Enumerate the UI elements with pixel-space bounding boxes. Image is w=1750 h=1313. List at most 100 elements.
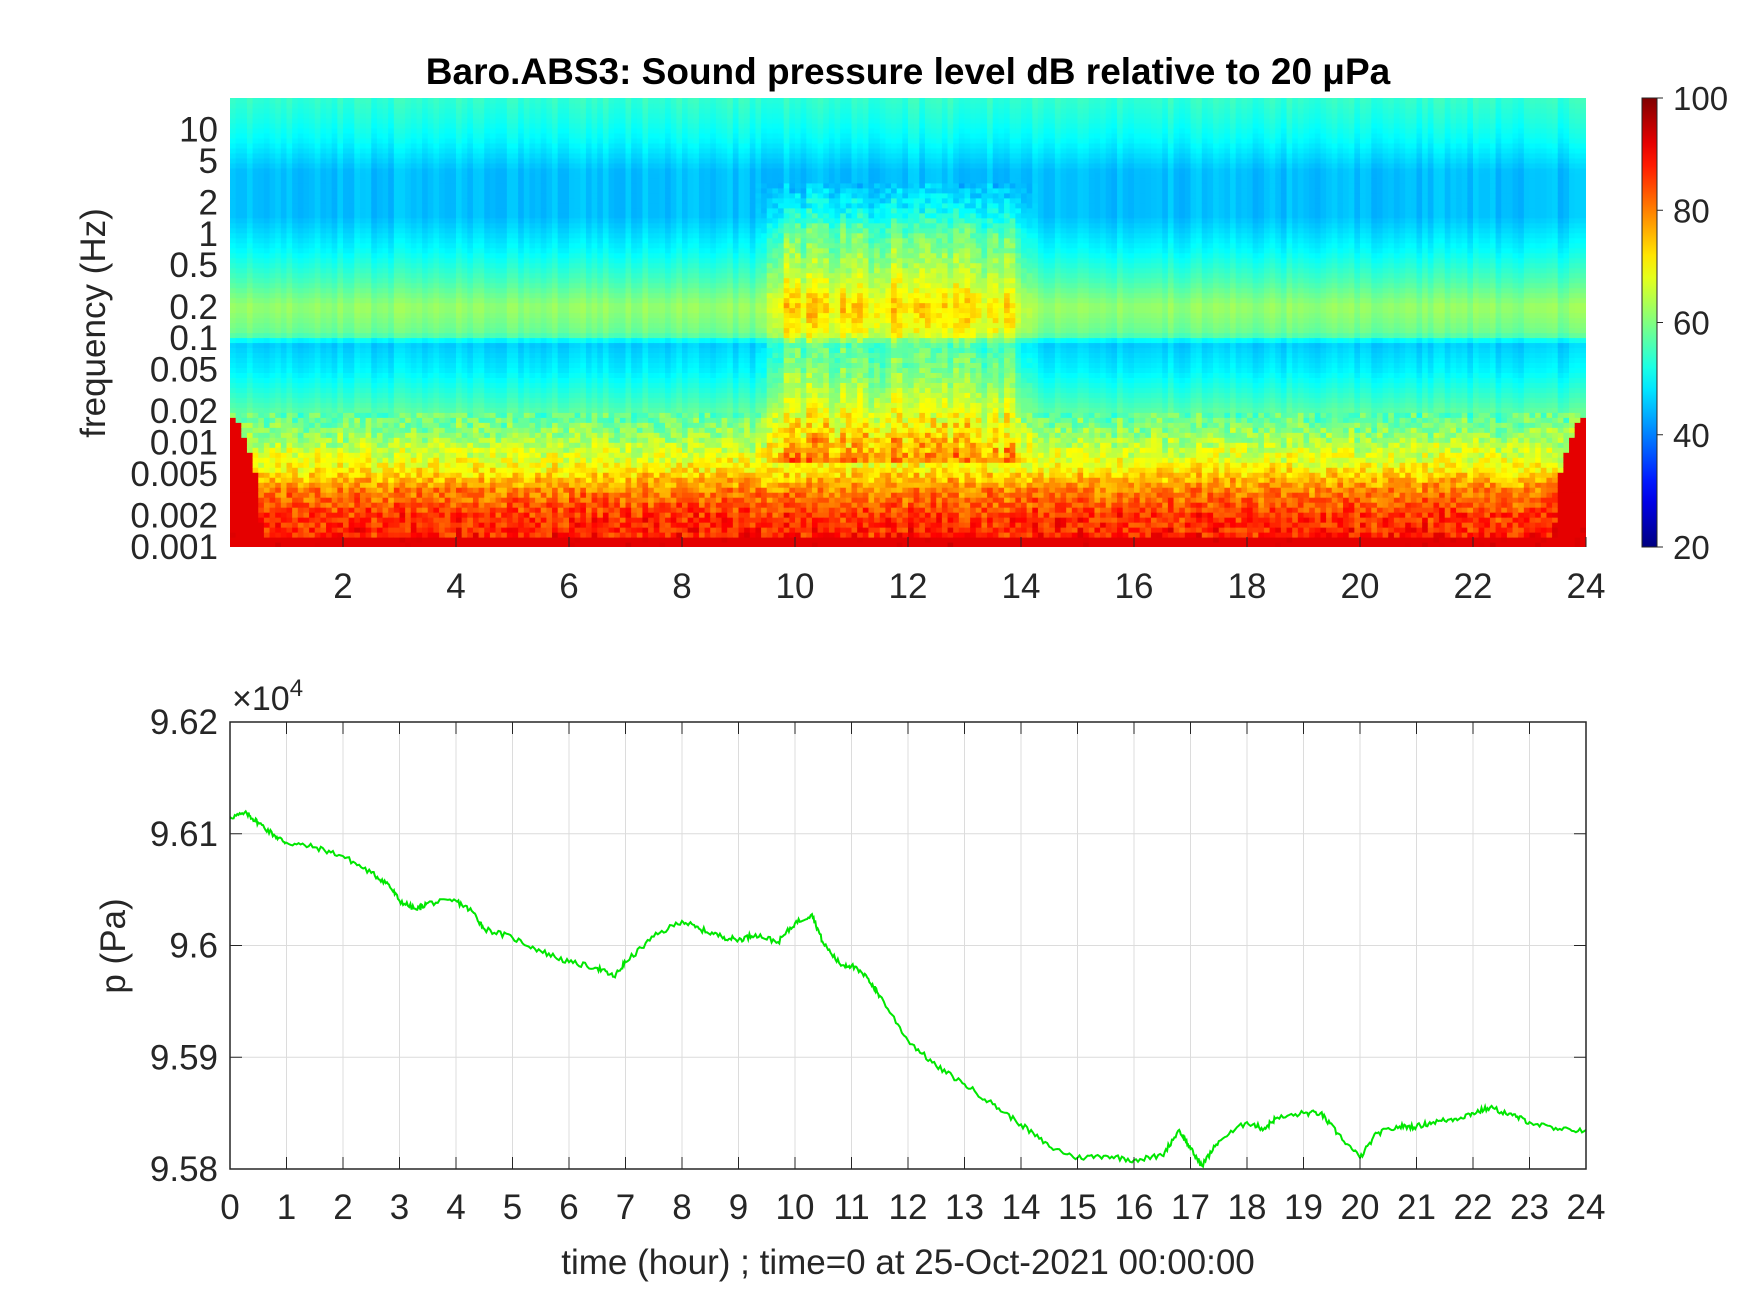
- spectrogram-cell: [535, 482, 542, 488]
- spectrogram-cell: [269, 437, 276, 443]
- spectrogram-cell: [456, 392, 463, 398]
- spectrogram-cell: [326, 257, 333, 264]
- spectrogram-cell: [348, 207, 355, 214]
- spectrogram-cell: [303, 452, 310, 458]
- spectrogram-cell: [405, 487, 412, 493]
- spectrogram-cell: [258, 232, 265, 239]
- spectrogram-cell: [303, 422, 310, 428]
- spectrogram-cell: [501, 282, 508, 289]
- spectrogram-cell: [399, 262, 406, 269]
- spectrogram-cell: [410, 492, 418, 498]
- spectrogram-cell: [263, 212, 271, 219]
- spectrogram-cell: [478, 387, 485, 393]
- spectrogram-cell: [230, 462, 237, 468]
- spectrogram-cell: [382, 337, 389, 344]
- spectrogram-cell: [427, 342, 434, 349]
- spectrogram-cell: [382, 392, 389, 398]
- spectrogram-cell: [252, 307, 259, 314]
- spectrogram-cell: [382, 357, 389, 364]
- spectrogram-cell: [523, 452, 531, 458]
- spectrogram-cell: [252, 98, 259, 104]
- spectrogram-cell: [348, 252, 355, 259]
- spectrogram-cell: [376, 302, 384, 309]
- spectrogram-cell: [506, 162, 514, 169]
- spectrogram-cell: [280, 457, 288, 463]
- spectrogram-cell: [388, 412, 395, 418]
- spectrogram-cell: [439, 147, 446, 154]
- spectrogram-cell: [416, 307, 423, 314]
- spectrogram-cell: [393, 257, 401, 264]
- spectrogram-cell: [241, 247, 248, 254]
- spectrogram-cell: [269, 227, 276, 234]
- spectrogram-cell: [427, 212, 434, 219]
- spectrogram-cell: [263, 482, 271, 488]
- spectrogram-cell: [444, 392, 451, 398]
- spectrogram-cell: [540, 322, 547, 329]
- spectrogram-cell: [456, 187, 463, 194]
- spectrogram-cell: [303, 247, 310, 254]
- spectrogram-cell: [292, 197, 299, 204]
- spectrogram-cell: [297, 207, 305, 214]
- spectrogram-cell: [518, 497, 525, 503]
- spectrogram-cell: [523, 98, 531, 104]
- spectrogram-cell: [472, 217, 480, 224]
- spectrogram-cell: [309, 257, 316, 264]
- spectrogram-cell: [512, 282, 519, 289]
- spectrogram-cell: [246, 202, 254, 209]
- spectrogram-cell: [399, 377, 406, 383]
- spectrogram-cell: [393, 437, 401, 443]
- spectrogram-cell: [309, 502, 316, 508]
- spectrogram-cell: [252, 247, 259, 254]
- spectrogram-cell: [467, 332, 474, 339]
- spectrogram-cell: [484, 502, 491, 508]
- spectrogram-cell: [540, 407, 547, 413]
- spectrogram-cell: [512, 437, 519, 443]
- spectrogram-cell: [320, 192, 327, 199]
- spectrogram-cell: [241, 242, 248, 249]
- spectrogram-cell: [252, 197, 259, 204]
- spectrogram-cell: [439, 257, 446, 264]
- spectrogram-cell: [263, 407, 271, 413]
- spectrogram-cell: [439, 427, 446, 433]
- spectrogram-cell: [371, 247, 378, 254]
- spectrogram-cell: [506, 427, 514, 433]
- spectrogram-cell: [399, 207, 406, 214]
- spectrogram-cell: [456, 302, 463, 309]
- spectrogram-cell: [309, 422, 316, 428]
- spectrogram-cell: [292, 247, 299, 254]
- spectrogram-cell: [303, 192, 310, 199]
- spectrogram-cell: [535, 352, 542, 359]
- spectrogram-cell: [314, 297, 321, 304]
- spectrogram-cell: [286, 277, 293, 284]
- spectrogram-cell: [506, 197, 514, 204]
- spectrogram-cell: [252, 132, 259, 139]
- spectrogram-cell: [337, 287, 344, 294]
- spectrogram-cell: [230, 347, 237, 354]
- spectrogram-cell: [326, 542, 333, 547]
- spectrogram-cell: [258, 267, 265, 274]
- spectrogram-cell: [241, 357, 248, 364]
- spectrogram-cell: [269, 377, 276, 383]
- spectrogram-cell: [405, 442, 412, 448]
- spectrogram-cell: [450, 392, 457, 398]
- spectrogram-cell: [478, 347, 485, 354]
- spectrogram-cell: [410, 357, 418, 364]
- spectrogram-cell: [303, 127, 310, 134]
- spectrogram-cell: [467, 182, 474, 189]
- spectrogram-cell: [303, 242, 310, 249]
- spectrogram-cell: [343, 462, 350, 468]
- spectrogram-cell: [422, 332, 429, 339]
- spectrogram-cell: [382, 247, 389, 254]
- spectrogram-cell: [489, 507, 497, 513]
- spectrogram-cell: [235, 337, 242, 344]
- spectrogram-cell: [337, 317, 344, 324]
- spectrogram-cell: [252, 122, 259, 129]
- spectrogram-cell: [275, 112, 282, 119]
- spectrogram-cell: [416, 302, 423, 309]
- spectrogram-cell: [297, 387, 305, 393]
- spectrogram-cell: [371, 512, 378, 518]
- spectrogram-cell: [416, 262, 423, 269]
- spectrogram-cell: [292, 122, 299, 129]
- spectrogram-cell: [382, 272, 389, 279]
- spectrogram-cell: [275, 497, 282, 503]
